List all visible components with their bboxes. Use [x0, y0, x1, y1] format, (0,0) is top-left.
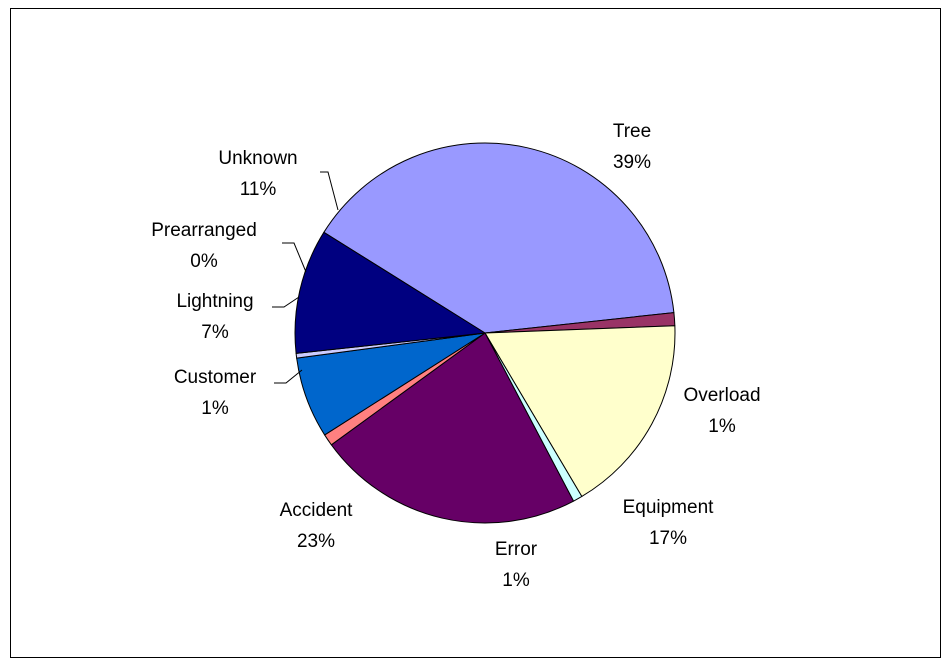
- slice-category-label: Overload: [683, 385, 760, 406]
- leader-line-lightning: [272, 296, 300, 308]
- slice-labels: Tree 39% Overload 1% Equipment 17% Error 1% Acci…: [151, 121, 760, 591]
- slice-percent-label: 1%: [708, 416, 736, 437]
- leader-line-unknown: [320, 171, 339, 211]
- slice-category-label: Accident: [280, 500, 354, 521]
- slice-category-label: Tree: [613, 121, 651, 142]
- pie-slice-unknown: [294, 231, 486, 354]
- slice-category-label: Unknown: [218, 148, 297, 169]
- slice-percent-label: 39%: [613, 152, 651, 173]
- slice-percent-label: 1%: [201, 398, 229, 419]
- slice-category-label: Error: [495, 539, 538, 560]
- slice-label-accident: Accident 23%: [280, 500, 354, 552]
- slice-label-overload: Overload 1%: [683, 385, 760, 437]
- slice-percent-label: 23%: [297, 531, 335, 552]
- slice-category-label: Prearranged: [151, 220, 257, 241]
- pie-slice-accident: [330, 332, 574, 524]
- slice-label-lightning: Lightning 7%: [176, 291, 253, 343]
- slice-percent-label: 11%: [240, 179, 277, 200]
- slice-percent-label: 17%: [649, 528, 687, 549]
- leader-line-prearranged: [282, 242, 307, 273]
- pie-slice-tree: [323, 142, 675, 334]
- slice-label-prearranged: Prearranged 0%: [151, 220, 257, 272]
- leader-line-customer: [274, 369, 303, 384]
- slice-percent-label: 1%: [502, 570, 530, 591]
- leader-lines: [272, 171, 339, 384]
- pie-slices: [294, 142, 676, 524]
- slice-label-unknown: Unknown 11%: [218, 148, 297, 200]
- slice-percent-label: 0%: [190, 251, 218, 272]
- pie-slice-equipment: [484, 325, 676, 497]
- slice-label-equipment: Equipment 17%: [623, 497, 715, 549]
- slice-percent-label: 7%: [201, 322, 229, 343]
- slice-category-label: Equipment: [623, 497, 715, 518]
- slice-label-customer: Customer 1%: [174, 367, 257, 419]
- slice-label-error: Error 1%: [495, 539, 538, 591]
- slice-category-label: Customer: [174, 367, 257, 388]
- slice-label-tree: Tree 39%: [613, 121, 651, 173]
- slice-category-label: Lightning: [176, 291, 253, 312]
